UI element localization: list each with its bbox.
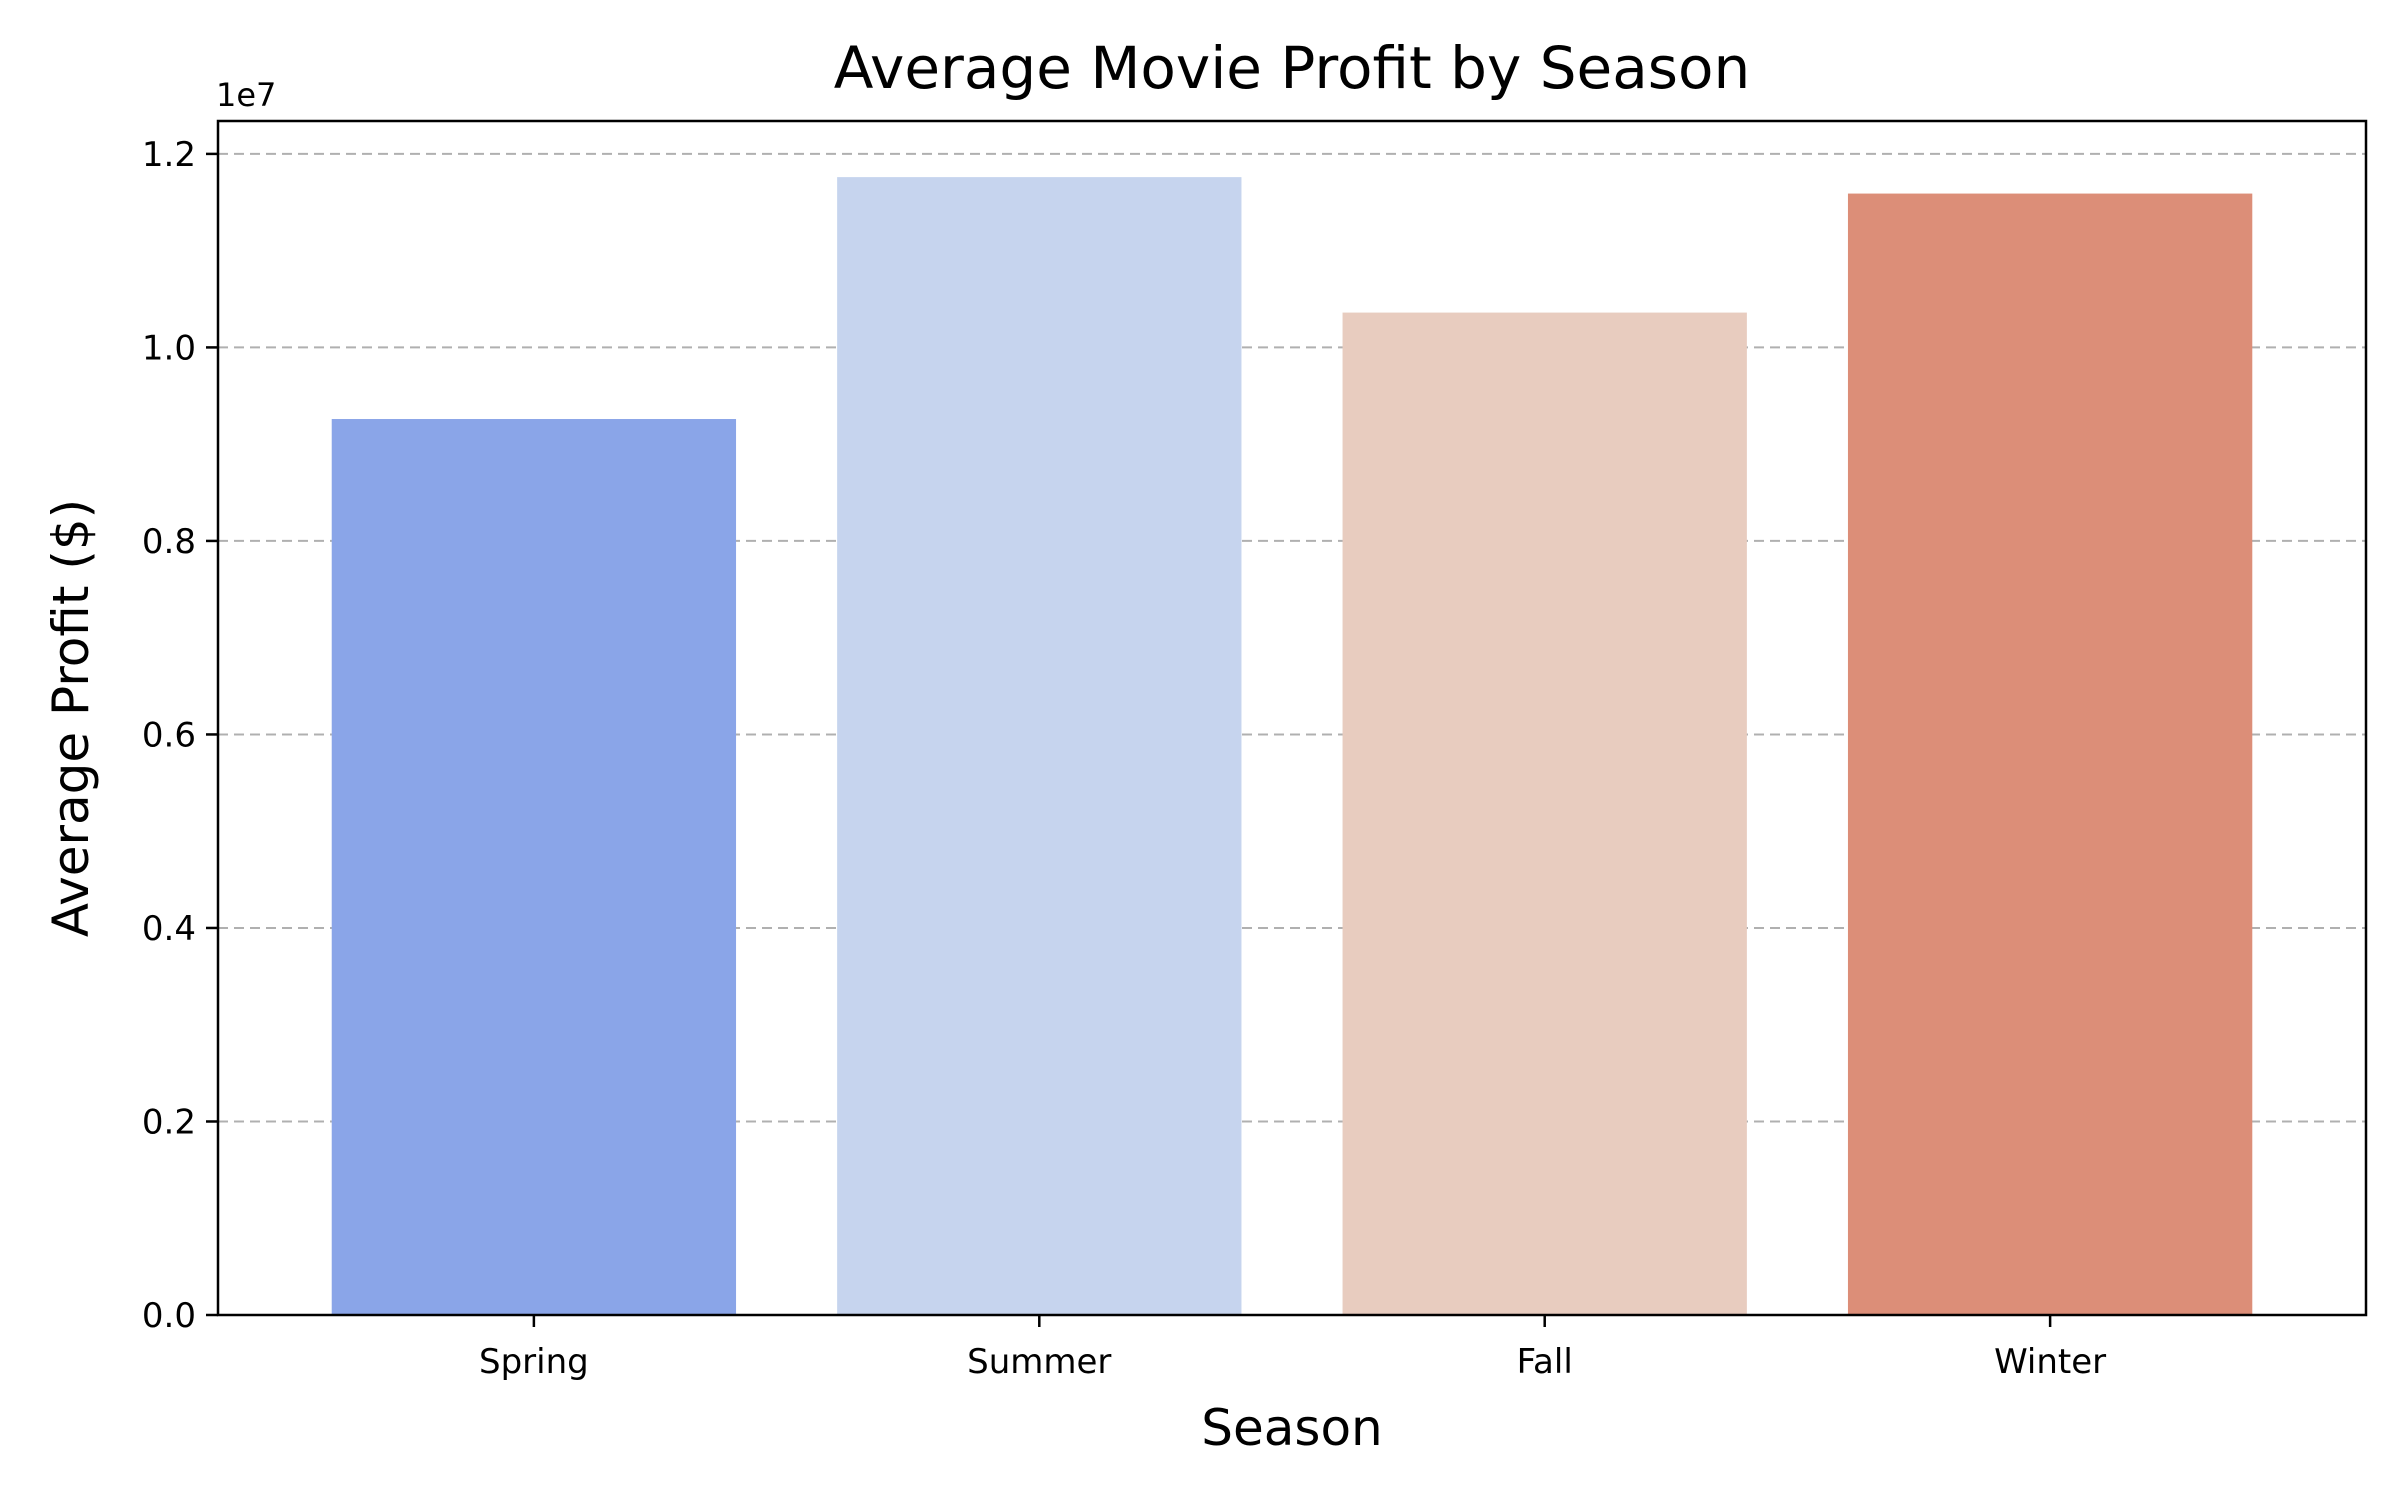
y-tick-label: 0.0	[142, 1296, 196, 1336]
bar-spring	[331, 419, 737, 1315]
x-axis-ticks: Spring Summer Fall Winter	[479, 1315, 2106, 1382]
y-tick-label: 0.8	[142, 522, 196, 562]
y-tick-label: 0.4	[142, 909, 196, 949]
y-tick-label: 0.6	[142, 715, 196, 755]
y-axis-label: Average Profit ($)	[42, 499, 100, 937]
y-offset-label: 1e7	[216, 76, 276, 114]
chart-title: Average Movie Profit by Season	[834, 34, 1751, 102]
x-axis-label: Season	[1201, 1399, 1382, 1457]
y-tick-label: 1.0	[142, 328, 196, 368]
x-tick-label-winter: Winter	[1994, 1342, 2106, 1382]
y-tick-label: 1.2	[142, 135, 196, 175]
y-tick-label: 0.2	[142, 1102, 196, 1142]
plot-frame	[216, 119, 2368, 1317]
y-axis-ticks: 0.0 0.2 0.4 0.6 0.8 1.0 1.2	[142, 135, 218, 1336]
x-tick-label-spring: Spring	[479, 1342, 589, 1382]
x-tick-label-fall: Fall	[1517, 1342, 1573, 1382]
bar-summer	[837, 177, 1242, 1316]
x-tick-label-summer: Summer	[967, 1342, 1111, 1382]
bars	[331, 177, 2253, 1316]
bar-winter	[1847, 193, 2253, 1316]
bar-fall	[1342, 312, 1747, 1315]
